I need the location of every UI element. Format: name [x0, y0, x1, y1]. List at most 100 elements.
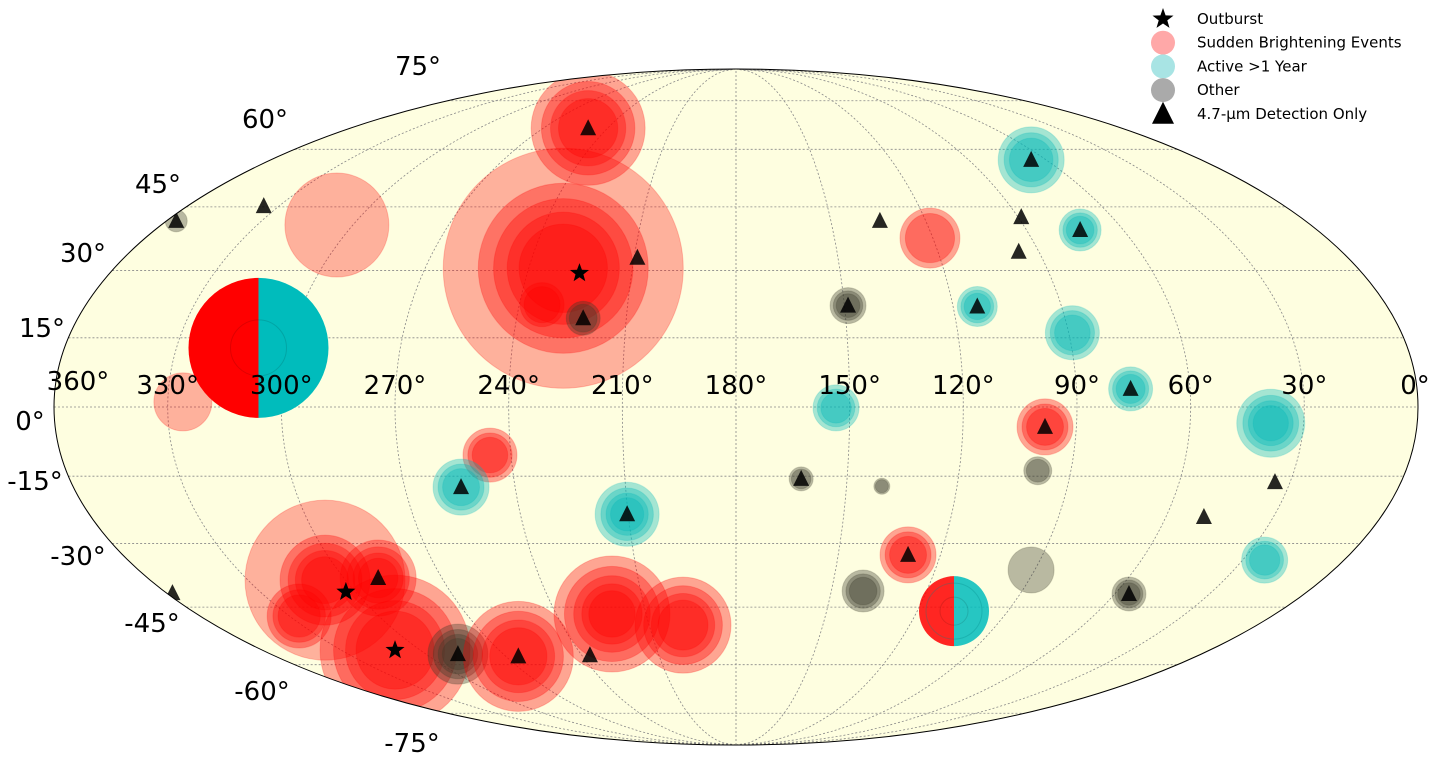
source-ring	[1252, 405, 1289, 442]
source-ring	[279, 534, 371, 626]
meridian-line	[735, 68, 1078, 746]
source-split	[188, 277, 329, 418]
star-marker	[385, 640, 405, 659]
lat-tick-label: -15°	[7, 467, 62, 497]
source-sudden	[899, 207, 961, 269]
triangle-marker	[1023, 150, 1040, 167]
source-ring	[820, 392, 852, 424]
source-ring	[287, 542, 363, 618]
legend-item: 4.7-μm Detection Only	[1152, 101, 1367, 124]
triangle-marker	[1013, 208, 1030, 225]
triangle-marker	[575, 309, 592, 326]
source-split	[919, 576, 990, 647]
source-ring	[153, 372, 213, 432]
lon-tick-label: 210°	[591, 371, 654, 401]
lat-tick-label: 0°	[15, 407, 45, 437]
meridian-line	[621, 68, 737, 746]
lon-tick-label: 360°	[47, 367, 110, 397]
triangle-marker	[871, 211, 888, 228]
source-active	[812, 384, 860, 432]
circle-icon	[1151, 54, 1175, 79]
lat-tick-label: 15°	[19, 314, 65, 344]
source-ring	[1054, 314, 1091, 352]
circle-icon	[1151, 78, 1175, 103]
ring	[925, 582, 983, 640]
source-ring	[506, 211, 620, 325]
source-sudden	[153, 372, 213, 432]
triangle-marker	[255, 197, 272, 214]
source-other	[1007, 546, 1055, 594]
triangle-marker	[1010, 242, 1027, 259]
legend-label: Other	[1197, 81, 1240, 99]
source-ring	[1007, 546, 1055, 594]
source-ring	[873, 477, 891, 495]
source-ring	[650, 592, 716, 658]
source-ring	[301, 556, 349, 605]
triangle-marker	[510, 647, 527, 664]
meridian-line	[735, 68, 964, 746]
triangle-marker	[580, 119, 597, 136]
lon-tick-label: 180°	[705, 371, 768, 401]
source-sudden	[477, 182, 649, 354]
triangle-marker	[1266, 473, 1283, 490]
triangle-marker	[840, 296, 857, 313]
source-sudden	[266, 583, 332, 649]
legend-item: Outburst	[1152, 8, 1263, 28]
source-active	[1236, 388, 1306, 458]
source-ring	[471, 436, 509, 474]
source-ring	[563, 565, 661, 663]
source-ring	[1025, 458, 1050, 483]
source-ring	[272, 589, 326, 643]
source-ring	[816, 388, 856, 428]
lat-tick-label: 60°	[242, 105, 288, 135]
lat-tick-label: 45°	[135, 170, 181, 200]
triangle-marker	[1072, 221, 1089, 238]
triangle-marker	[1195, 507, 1212, 524]
source-ring	[1247, 400, 1294, 447]
source-ring	[841, 569, 885, 613]
source-ring	[553, 555, 671, 673]
lon-tick-label: 0°	[1400, 371, 1430, 401]
triangle-icon	[1152, 101, 1174, 124]
source-ring	[266, 583, 332, 649]
source-ring	[1242, 394, 1300, 452]
lat-tick-label: -45°	[124, 609, 179, 639]
lon-tick-label: 60°	[1168, 371, 1214, 401]
triangle-marker	[581, 646, 598, 663]
triangle-marker	[900, 545, 917, 562]
triangle-marker	[168, 211, 185, 228]
tick-labels: 360° 330° 300° 270° 240° 210° 180° 150° 120° 90° 6…	[7, 52, 1430, 759]
source-ring	[467, 432, 513, 478]
source-ring	[519, 282, 565, 328]
lon-tick-label: 330°	[136, 371, 199, 401]
meridian-line	[508, 68, 737, 746]
legend-item: Active >1 Year	[1151, 54, 1308, 79]
source-ring	[493, 198, 634, 339]
legend: Outburst Sudden Brightening Events Active …	[1151, 8, 1402, 124]
lon-tick-label: 270°	[364, 371, 427, 401]
source-ring	[518, 223, 608, 313]
source-ring	[442, 147, 684, 389]
source-active	[1241, 536, 1289, 584]
lat-tick-label: -75°	[384, 729, 439, 759]
source-ring	[874, 479, 889, 494]
source-ring	[845, 573, 881, 609]
source-ring	[1241, 536, 1289, 584]
lat-tick-label: -30°	[50, 542, 105, 572]
source-sudden	[634, 576, 732, 674]
lon-tick-label: 30°	[1281, 371, 1327, 401]
triangle-marker	[1120, 584, 1137, 601]
meridian-line	[735, 68, 851, 746]
lat-tick-label: -60°	[234, 677, 289, 707]
triangle-marker	[1122, 379, 1139, 396]
source-ring	[1236, 388, 1306, 458]
star-icon	[1152, 8, 1174, 28]
sudden-half-circle	[919, 576, 955, 647]
triangle-marker	[619, 505, 636, 522]
source-other	[1023, 456, 1053, 486]
lon-tick-label: 300°	[250, 371, 313, 401]
triangle-marker	[1037, 417, 1054, 434]
source-ring	[848, 576, 878, 606]
ring	[229, 319, 287, 377]
source-ring	[244, 499, 406, 661]
